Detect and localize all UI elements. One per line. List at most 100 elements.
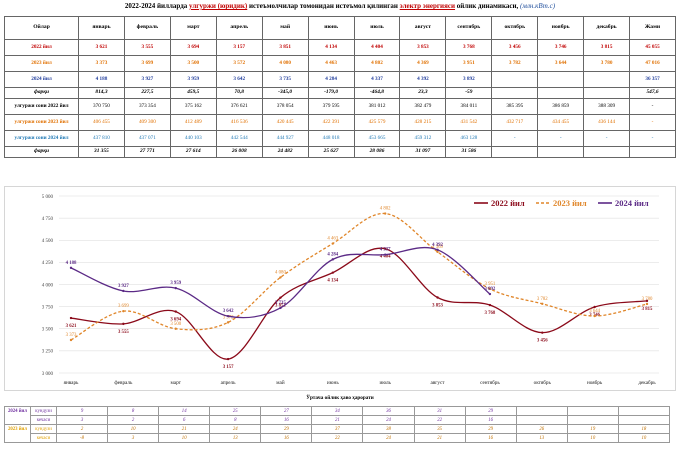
table-cell: [491, 71, 539, 88]
table-cell: 378 054: [261, 98, 309, 115]
table-cell: 420 445: [261, 114, 309, 131]
table-cell: 434 455: [537, 114, 585, 131]
title-unit: (млн.кВт.с): [520, 2, 556, 10]
weather-title: Ўртача ойлик ҳаво ҳарорати: [306, 395, 374, 401]
table-cell: 436 144: [583, 114, 631, 131]
table-row-label: улгуржи сони 2023 йил: [4, 114, 79, 131]
table-cell: [537, 87, 585, 99]
weather-cell: 16: [464, 433, 517, 443]
table-cell: 814,3: [78, 87, 125, 99]
weather-part-label: кундузи: [30, 406, 57, 416]
x-tick-label: ноябрь: [587, 379, 603, 386]
table-month-header: июль: [353, 16, 401, 40]
table-cell: 3 853: [399, 39, 447, 56]
data-label: 3 853: [432, 304, 443, 309]
table-cell: 463 128: [445, 130, 493, 147]
table-corner-label: Ойлар: [4, 16, 79, 40]
data-point: [279, 296, 282, 299]
table-cell: 4 134: [307, 39, 355, 56]
table-cell: 437 071: [123, 130, 171, 147]
table-total-cell: 547,6: [629, 87, 676, 99]
table-cell: 4 284: [307, 71, 355, 88]
data-point: [331, 271, 335, 274]
y-tick-label: 3 750: [42, 305, 54, 310]
weather-row: 2024 йил кундузи 9 8 14 25 27 34 36 31 29: [4, 406, 671, 416]
data-label: 3 951: [485, 282, 496, 287]
table-cell: 3 851: [261, 39, 309, 56]
table-cell: 431 542: [445, 114, 493, 131]
table-cell: 3 644: [537, 55, 585, 72]
table-month-header: ноябрь: [537, 16, 585, 40]
table-cell: 3 951: [445, 55, 493, 72]
table-header-row: Ойлар январь февраль март апрель май июнь июль а…: [4, 16, 676, 40]
table-cell: [537, 71, 585, 88]
data-point: [279, 276, 282, 279]
table-cell: 442 544: [215, 130, 263, 147]
weather-cell: 16: [260, 433, 313, 443]
weather-cell: 10: [617, 433, 671, 443]
table-cell: 416 536: [215, 114, 263, 131]
table-cell: 227,5: [123, 87, 171, 99]
table-cell: 70,8: [215, 87, 263, 99]
data-label: 4 134: [327, 279, 338, 284]
weather-cell: 18: [617, 424, 671, 434]
table-cell: 453 665: [353, 130, 401, 147]
data-point: [436, 248, 439, 252]
table-cell: 406 455: [78, 114, 125, 131]
table-cell: 3 555: [123, 39, 171, 56]
table-cell: 437 810: [78, 130, 125, 147]
data-point: [69, 266, 73, 270]
table-cell: 382 479: [399, 98, 447, 115]
table-cell: 3 500: [169, 55, 217, 72]
y-tick-label: 3 250: [42, 350, 54, 355]
x-tick-label: февраль: [114, 379, 133, 386]
title-highlight-consumers: улгуржи (юридик): [189, 2, 248, 10]
table-cell: 370 750: [78, 98, 125, 115]
data-point: [331, 258, 335, 261]
data-point: [174, 310, 177, 313]
table-total-header: Жами: [629, 16, 676, 40]
table-row-label: фарқи: [4, 87, 79, 99]
table-row-label: 2024 йил: [4, 71, 79, 88]
x-tick-label: октябрь: [534, 379, 552, 386]
table-cell: 3 892: [445, 71, 493, 88]
data-point: [226, 321, 230, 324]
data-point: [488, 292, 492, 296]
data-point: [593, 305, 596, 309]
table-cell: 31 586: [445, 146, 493, 158]
data-label: 3 927: [118, 284, 129, 289]
data-label: 3 572: [223, 315, 234, 320]
table-month-header: июнь: [307, 16, 355, 40]
table-cell: 4 463: [307, 55, 355, 72]
weather-row: 2023 йил кундузи 2 10 21 24 29 37 38 35 29 26 19 18: [4, 424, 671, 434]
table-cell: 375 162: [169, 98, 217, 115]
data-label: 4 463: [327, 237, 338, 242]
table-row: 2022 йил 3 621 3 555 3 694 3 157 3 851 4 134 4 …: [4, 39, 676, 56]
table-row: фарқи 31 355 27 771 27 614 26 008 24 482 25 62…: [4, 146, 676, 158]
weather-cell: 10: [158, 433, 211, 443]
data-point: [383, 247, 387, 250]
data-label: 4 284: [327, 252, 338, 257]
weather-cell: 36: [362, 406, 415, 416]
data-label: 3 782: [537, 297, 548, 302]
y-tick-label: 4 000: [42, 283, 54, 288]
weather-cell: [515, 415, 568, 425]
table-cell: 459,5: [169, 87, 217, 99]
weather-cell: 29: [464, 424, 517, 434]
y-tick-label: 4 250: [42, 261, 54, 266]
weather-cell: 6: [158, 415, 211, 425]
table-total-cell: [629, 146, 676, 158]
weather-cell: 37: [311, 424, 364, 434]
weather-cell: 14: [158, 406, 211, 416]
table-cell: 26 008: [215, 146, 263, 158]
table-cell: -: [537, 130, 585, 147]
table-cell: 3 735: [261, 71, 309, 88]
data-point: [593, 314, 596, 318]
data-label: 4 802: [380, 207, 391, 212]
data-label: 3 555: [118, 330, 129, 335]
weather-cell: 13: [515, 433, 568, 443]
table-row-label: 2023 йил: [4, 55, 79, 72]
data-point: [331, 242, 335, 245]
table-cell: 3 959: [169, 71, 217, 88]
weather-part-label: кечаси: [30, 415, 57, 425]
